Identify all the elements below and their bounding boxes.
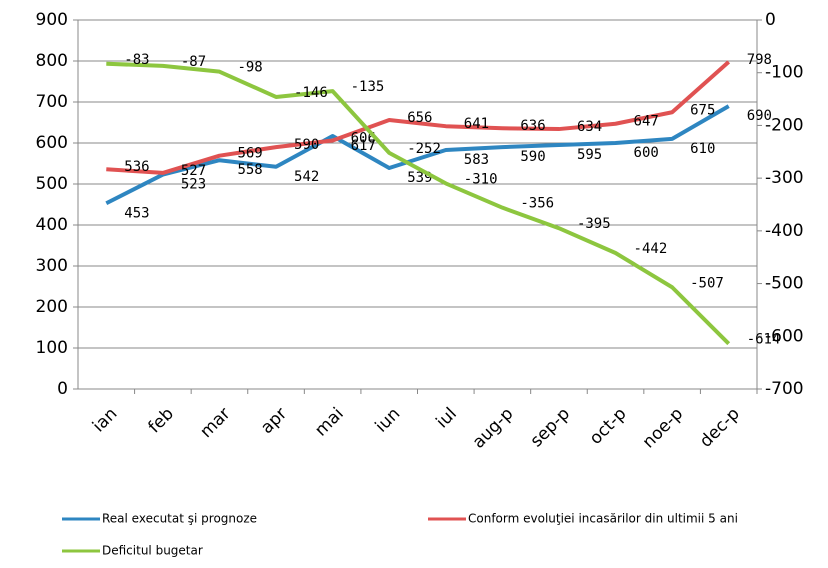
data-label: 542 <box>294 169 319 185</box>
legend-label: Deficitul bugetar <box>102 544 203 558</box>
y-tick-label: 600 <box>36 133 68 153</box>
data-label: -310 <box>464 171 498 187</box>
x-tick-label: iun <box>372 404 405 437</box>
x-tick-label: oct-p <box>586 404 631 449</box>
data-label: -614 <box>747 332 781 348</box>
data-label: -146 <box>294 85 328 101</box>
data-label: 798 <box>747 52 772 68</box>
legend-label: Real executat şi prognoze <box>102 512 257 526</box>
data-label: 617 <box>351 138 376 154</box>
series-line <box>106 60 731 175</box>
x-tick-label: feb <box>145 404 178 437</box>
x-tick-label: apr <box>257 404 291 438</box>
y2-tick-label: -300 <box>765 168 804 188</box>
y-tick-label: 300 <box>36 256 68 276</box>
data-label: 590 <box>520 149 545 165</box>
data-label: -83 <box>124 52 149 68</box>
data-label: 590 <box>294 137 319 153</box>
y2-tick-label: -400 <box>765 221 804 241</box>
y-tick-label: 200 <box>36 297 68 317</box>
data-label: 595 <box>577 147 602 163</box>
legend-label: Conform evoluţiei incasărilor din ultimi… <box>468 512 738 526</box>
x-tick-label: dec-p <box>696 404 744 452</box>
data-label: 583 <box>464 152 489 168</box>
y-tick-label: 400 <box>36 215 68 235</box>
data-label: -252 <box>407 141 441 157</box>
data-label: 453 <box>124 205 149 221</box>
y-tick-label: 800 <box>36 51 68 71</box>
data-label: 527 <box>181 163 206 179</box>
y-tick-label: 500 <box>36 174 68 194</box>
x-tick-label: iul <box>432 404 460 432</box>
data-label: -135 <box>351 79 385 95</box>
data-label: 656 <box>407 110 432 126</box>
data-label: 690 <box>747 108 772 124</box>
data-label: -507 <box>690 275 724 291</box>
y-tick-label: 700 <box>36 92 68 112</box>
data-label: 675 <box>690 102 715 118</box>
data-label: -395 <box>577 216 611 232</box>
data-label: -356 <box>520 196 554 212</box>
y2-tick-label: -100 <box>765 63 804 83</box>
series-line <box>105 104 730 206</box>
y-tick-label: 900 <box>36 10 68 30</box>
data-label: -87 <box>181 54 206 70</box>
x-tick-label: ian <box>89 404 121 436</box>
data-label: 647 <box>634 114 659 130</box>
x-tick-label: mar <box>196 404 234 442</box>
data-label: 641 <box>464 116 489 132</box>
data-label: 606 <box>351 131 376 147</box>
data-label: -98 <box>237 60 262 76</box>
y-tick-label: 100 <box>36 338 68 358</box>
y2-tick-label: 0 <box>765 10 776 30</box>
series-line <box>106 61 731 346</box>
data-label: 536 <box>124 159 149 175</box>
y2-tick-label: -200 <box>765 115 804 135</box>
data-label: 634 <box>577 119 602 135</box>
y-tick-label: 0 <box>57 379 68 399</box>
data-label: 569 <box>237 146 262 162</box>
y2-tick-label: -600 <box>765 326 804 346</box>
x-tick-label: mai <box>311 404 348 441</box>
data-label: 558 <box>237 162 262 178</box>
x-tick-label: noe-p <box>639 404 687 452</box>
x-tick-label: aug-p <box>469 404 518 453</box>
data-label: -442 <box>634 241 668 257</box>
data-label: 523 <box>181 177 206 193</box>
x-tick-label: sep-p <box>527 404 574 451</box>
y2-tick-label: -700 <box>765 379 804 399</box>
data-label: 600 <box>634 145 659 161</box>
y2-tick-label: -500 <box>765 274 804 294</box>
data-label: 610 <box>690 141 715 157</box>
data-label: 636 <box>520 118 545 134</box>
